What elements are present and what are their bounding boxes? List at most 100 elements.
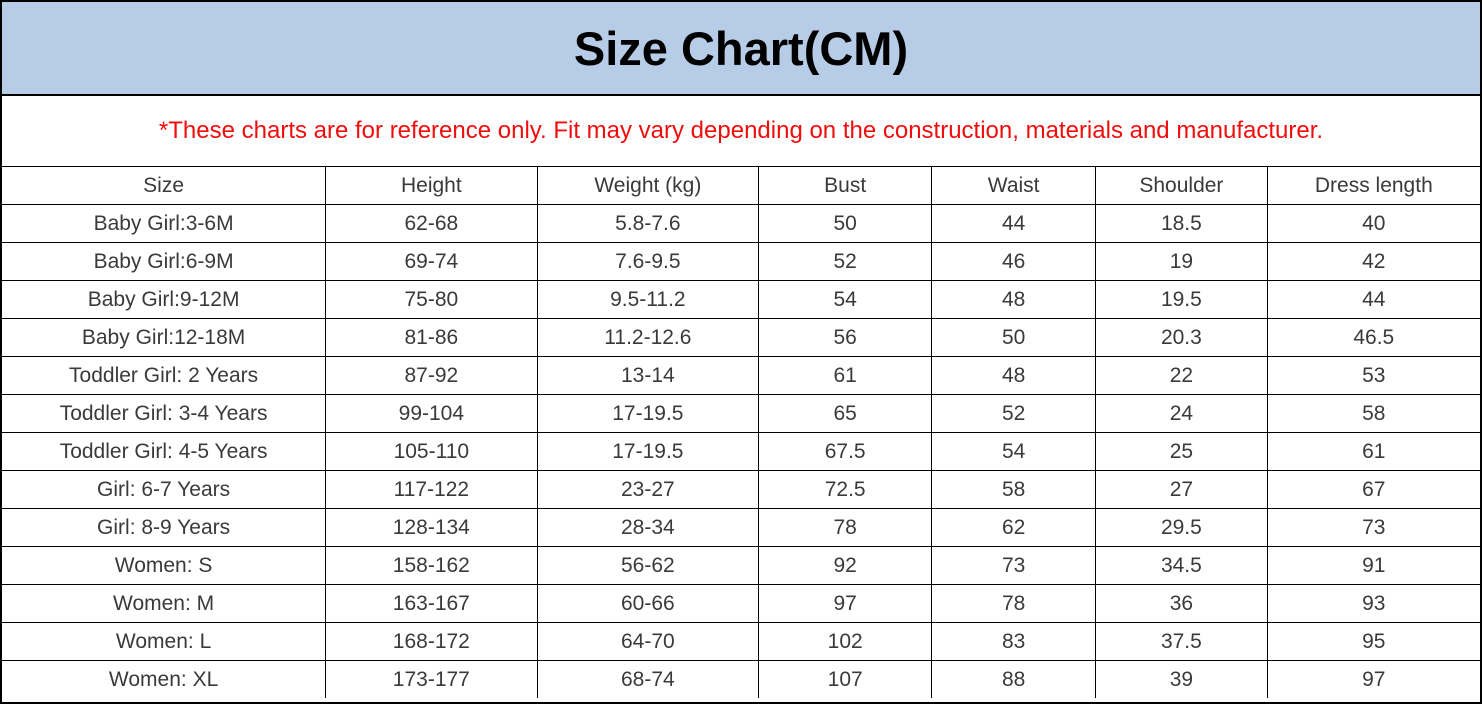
table-cell: 62 — [931, 508, 1097, 547]
table-row: Women: S 158-162 56-62 92 73 34.5 91 — [2, 546, 1480, 585]
size-label-cell: Women: M — [2, 584, 327, 623]
table-cell: 48 — [931, 280, 1097, 319]
column-header-waist: Waist — [931, 166, 1097, 205]
table-cell: 19 — [1095, 242, 1268, 281]
table-cell: 61 — [758, 356, 933, 395]
table-cell: 87-92 — [325, 356, 538, 395]
table-cell: 107 — [758, 660, 933, 698]
table-cell: 73 — [1266, 508, 1480, 547]
column-header-size: Size — [2, 166, 327, 205]
table-row: Baby Girl:12-18M 81-86 11.2-12.6 56 50 20.3 46… — [2, 318, 1480, 357]
table-cell: 78 — [931, 584, 1097, 623]
table-cell: 23-27 — [536, 470, 760, 509]
size-label-cell: Toddler Girl: 3-4 Years — [2, 394, 327, 433]
table-cell: 7.6-9.5 — [536, 242, 760, 281]
column-header-weight-kg: Weight (kg) — [536, 166, 760, 205]
table-row: Toddler Girl: 4-5 Years 105-110 17-19.5 67.… — [2, 432, 1480, 471]
table-cell: 62-68 — [325, 204, 538, 243]
table-cell: 50 — [931, 318, 1097, 357]
table-cell: 42 — [1266, 242, 1480, 281]
table-row: Girl: 6-7 Years 117-122 23-27 72.5 58 27 67 — [2, 470, 1480, 509]
table-row: Toddler Girl: 3-4 Years 99-104 17-19.5 65 52… — [2, 394, 1480, 433]
column-header-shoulder: Shoulder — [1095, 166, 1268, 205]
table-cell: 17-19.5 — [536, 432, 760, 471]
size-label-cell: Baby Girl:9-12M — [2, 280, 327, 319]
table-row: Toddler Girl: 2 Years 87-92 13-14 61 48 22 53 — [2, 356, 1480, 395]
disclaimer-band: *These charts are for reference only. Fi… — [2, 96, 1480, 166]
table-cell: 93 — [1266, 584, 1480, 623]
table-cell: 52 — [758, 242, 933, 281]
table-cell: 22 — [1095, 356, 1268, 395]
table-cell: 117-122 — [325, 470, 538, 509]
table-cell: 19.5 — [1095, 280, 1268, 319]
table-cell: 168-172 — [325, 622, 538, 661]
size-label-cell: Girl: 6-7 Years — [2, 470, 327, 509]
table-cell: 73 — [931, 546, 1097, 585]
table-cell: 54 — [758, 280, 933, 319]
table-cell: 78 — [758, 508, 933, 547]
table-cell: 34.5 — [1095, 546, 1268, 585]
table-row: Girl: 8-9 Years 128-134 28-34 78 62 29.5 73 — [2, 508, 1480, 547]
table-cell: 128-134 — [325, 508, 538, 547]
table-row: Women: L 168-172 64-70 102 83 37.5 95 — [2, 622, 1480, 661]
size-label-cell: Women: XL — [2, 660, 327, 698]
table-cell: 27 — [1095, 470, 1268, 509]
table-cell: 58 — [931, 470, 1097, 509]
table-cell: 61 — [1266, 432, 1480, 471]
table-cell: 81-86 — [325, 318, 538, 357]
page-title: Size Chart(CM) — [573, 21, 909, 75]
column-header-dress-length: Dress length — [1266, 166, 1480, 205]
column-header-height: Height — [325, 166, 538, 205]
table-cell: 69-74 — [325, 242, 538, 281]
table-cell: 99-104 — [325, 394, 538, 433]
title-band: Size Chart(CM) — [2, 2, 1480, 96]
size-label-cell: Girl: 8-9 Years — [2, 508, 327, 547]
table-cell: 9.5-11.2 — [536, 280, 760, 319]
table-cell: 53 — [1266, 356, 1480, 395]
table-row: Women: M 163-167 60-66 97 78 36 93 — [2, 584, 1480, 623]
table-cell: 46.5 — [1266, 318, 1480, 357]
size-label-cell: Baby Girl:6-9M — [2, 242, 327, 281]
table-cell: 52 — [931, 394, 1097, 433]
size-label-cell: Toddler Girl: 4-5 Years — [2, 432, 327, 471]
disclaimer-text: *These charts are for reference only. Fi… — [158, 117, 1324, 144]
table-cell: 102 — [758, 622, 933, 661]
table-cell: 88 — [931, 660, 1097, 698]
table-cell: 24 — [1095, 394, 1268, 433]
table-cell: 158-162 — [325, 546, 538, 585]
table-cell: 50 — [758, 204, 933, 243]
table-cell: 39 — [1095, 660, 1268, 698]
table-cell: 83 — [931, 622, 1097, 661]
column-header-bust: Bust — [758, 166, 933, 205]
table-cell: 18.5 — [1095, 204, 1268, 243]
table-cell: 163-167 — [325, 584, 538, 623]
size-label-cell: Women: S — [2, 546, 327, 585]
table-cell: 105-110 — [325, 432, 538, 471]
table-cell: 44 — [931, 204, 1097, 243]
table-header-row: Size Height Weight (kg) Bust Waist Shoulder Dr… — [2, 166, 1480, 205]
table-cell: 67 — [1266, 470, 1480, 509]
table-cell: 95 — [1266, 622, 1480, 661]
table-cell: 56-62 — [536, 546, 760, 585]
table-cell: 29.5 — [1095, 508, 1268, 547]
table-row: Women: XL 173-177 68-74 107 88 39 97 — [2, 660, 1480, 698]
table-cell: 40 — [1266, 204, 1480, 243]
table-row: Baby Girl:9-12M 75-80 9.5-11.2 54 48 19.5 44 — [2, 280, 1480, 319]
table-cell: 46 — [931, 242, 1097, 281]
table-row: Baby Girl:3-6M 62-68 5.8-7.6 50 44 18.5 40 — [2, 204, 1480, 243]
table-cell: 92 — [758, 546, 933, 585]
table-header: Size Height Weight (kg) Bust Waist Shoulder Dr… — [2, 166, 1480, 205]
table-cell: 60-66 — [536, 584, 760, 623]
table-cell: 97 — [758, 584, 933, 623]
table-cell: 91 — [1266, 546, 1480, 585]
table-cell: 17-19.5 — [536, 394, 760, 433]
table-cell: 20.3 — [1095, 318, 1268, 357]
table-cell: 48 — [931, 356, 1097, 395]
table-cell: 68-74 — [536, 660, 760, 698]
table-cell: 44 — [1266, 280, 1480, 319]
table-cell: 25 — [1095, 432, 1268, 471]
table-cell: 56 — [758, 318, 933, 357]
table-cell: 67.5 — [758, 432, 933, 471]
size-chart-table: Size Height Weight (kg) Bust Waist Shoulder Dr… — [2, 166, 1480, 698]
